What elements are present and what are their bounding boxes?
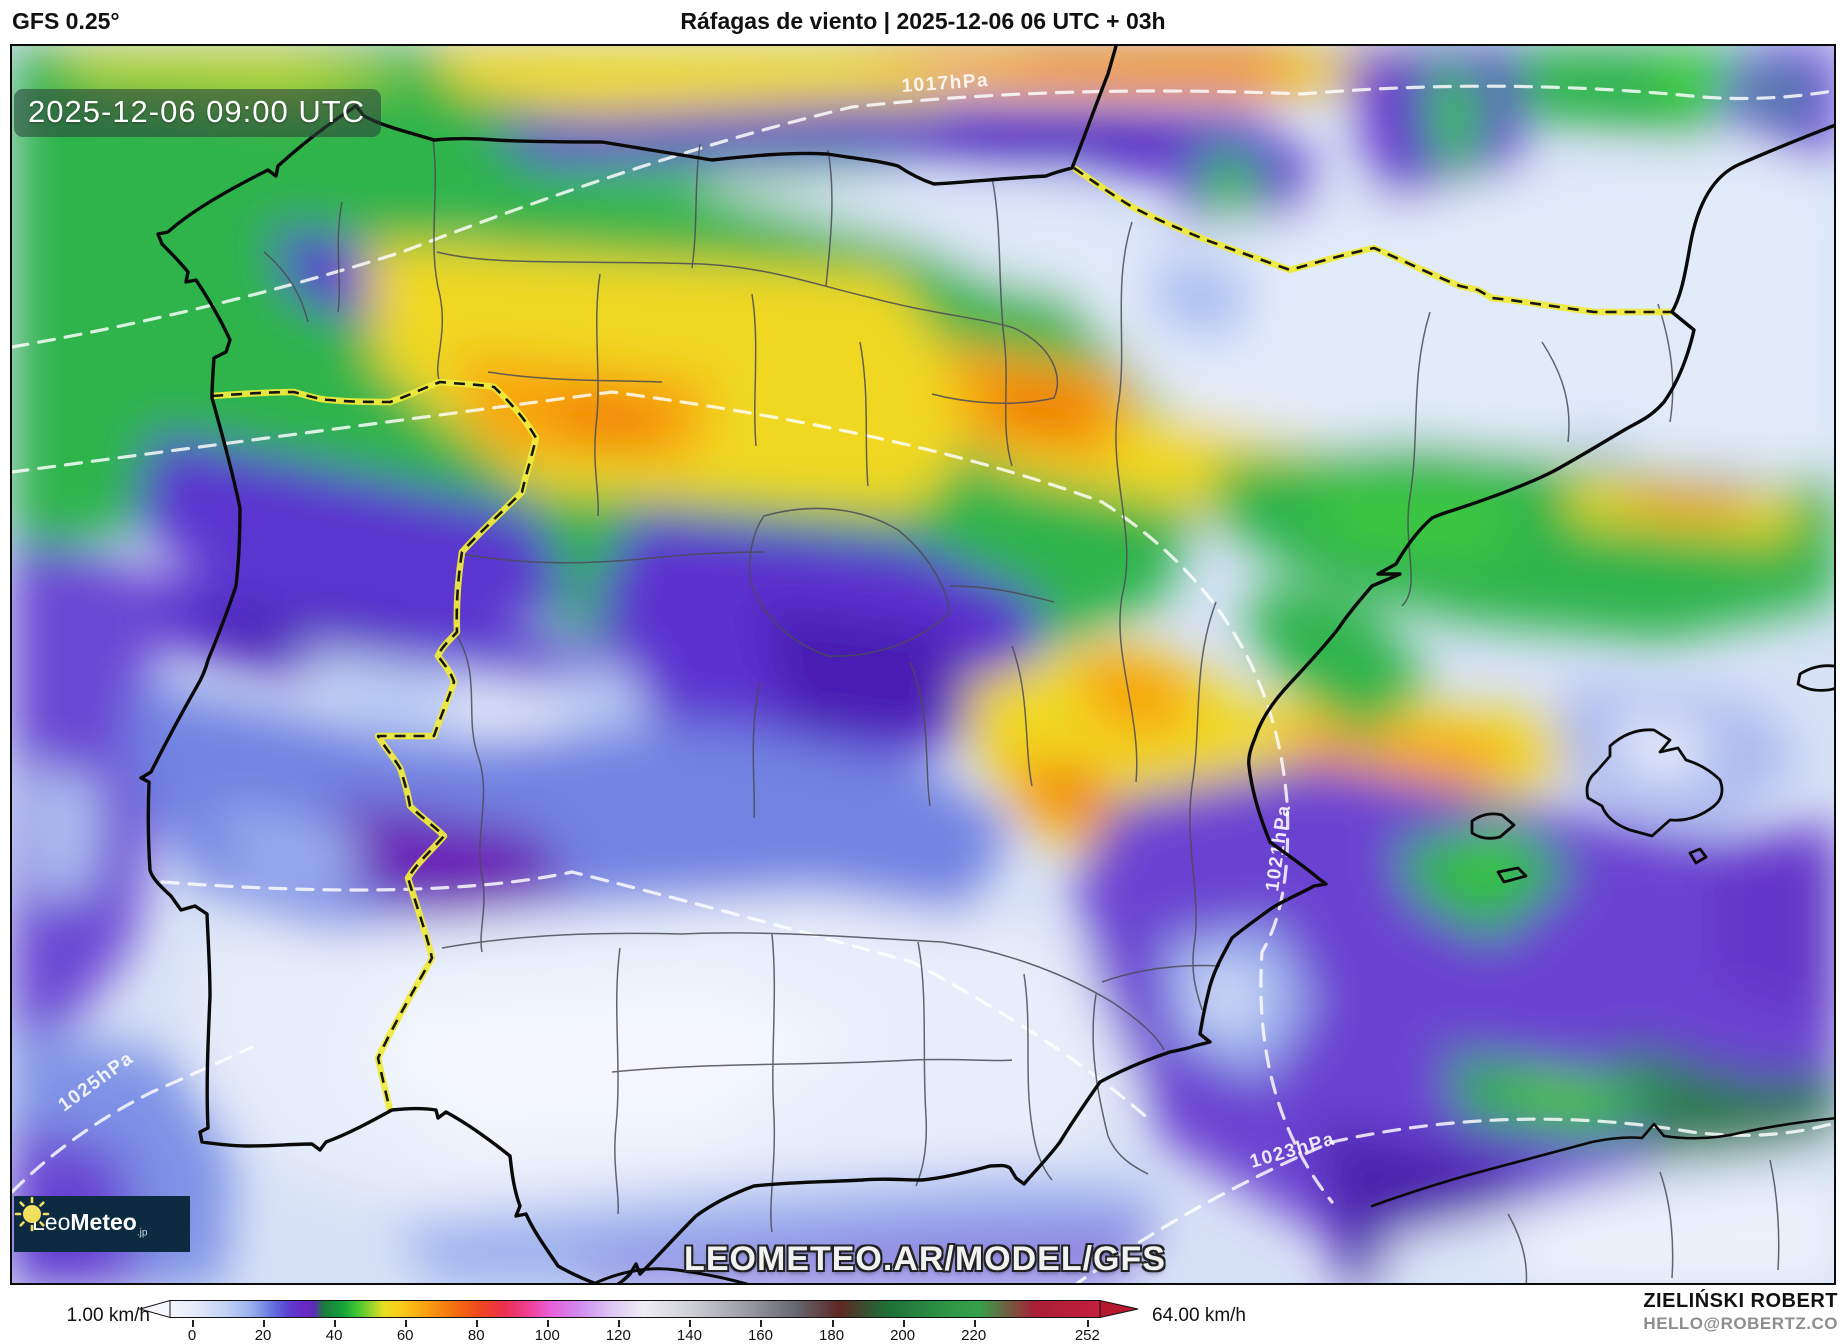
legend-min-label: 1.00 km/h bbox=[66, 1305, 150, 1326]
legend-tick-mark bbox=[760, 1320, 763, 1327]
legend-tick-mark bbox=[476, 1320, 479, 1327]
legend-tick-mark bbox=[405, 1320, 408, 1327]
legend-tick-mark bbox=[547, 1320, 550, 1327]
legend-tick-label: 180 bbox=[819, 1327, 845, 1344]
legend-tick-label: 60 bbox=[396, 1327, 414, 1344]
header-bar: GFS 0.25° Ráfagas de viento | 2025-12-06… bbox=[0, 0, 1846, 44]
legend-tick-label: 80 bbox=[467, 1327, 485, 1344]
isobar-lines bbox=[12, 84, 1834, 1283]
legend-tick-mark bbox=[1087, 1320, 1090, 1327]
legend-tick-mark bbox=[689, 1320, 692, 1327]
legend-tick-mark bbox=[831, 1320, 834, 1327]
sun-icon bbox=[14, 1196, 50, 1232]
legend-tick-mark bbox=[902, 1320, 905, 1327]
credit-email: HELLO@ROBERTZ.CO bbox=[1643, 1314, 1838, 1333]
model-label: GFS 0.25° bbox=[12, 8, 120, 34]
legend-tick-label: 20 bbox=[254, 1327, 272, 1344]
legend-tick-mark bbox=[973, 1320, 976, 1327]
logo-wordmark: LeoMeteo.jp bbox=[32, 1209, 148, 1239]
weather-map: 1017hPa 1021hPa 1023hPa 1025hPa bbox=[10, 44, 1836, 1285]
legend-tick-label: 40 bbox=[325, 1327, 343, 1344]
legend-tick-label: 0 bbox=[187, 1327, 197, 1344]
legend-tick-mark bbox=[263, 1320, 266, 1327]
legend-max-label: 64.00 km/h bbox=[1152, 1305, 1246, 1326]
legend-tick-label: 120 bbox=[605, 1327, 631, 1344]
legend-tick-mark bbox=[192, 1320, 194, 1327]
legend-tick-mark bbox=[618, 1320, 621, 1327]
legend-colorbar bbox=[138, 1299, 1139, 1319]
balearic-islands bbox=[1470, 664, 1834, 884]
legend-tick-label: 100 bbox=[534, 1327, 560, 1344]
gust-color-field bbox=[12, 46, 1834, 1283]
page-title: Ráfagas de viento | 2025-12-06 06 UTC + … bbox=[680, 8, 1166, 34]
watermark-text: LEOMETEO.AR/MODEL/GFS bbox=[684, 1240, 1166, 1278]
legend-tick-mark bbox=[334, 1320, 337, 1327]
province-borders bbox=[263, 138, 1780, 1283]
legend-tick-label: 252 bbox=[1074, 1327, 1100, 1344]
legend-tick-label: 160 bbox=[747, 1327, 773, 1344]
timestamp-text: 2025-12-06 09:00 UTC bbox=[28, 94, 366, 129]
legend-tick-label: 220 bbox=[961, 1327, 987, 1344]
leometeo-logo: LeoMeteo.jp bbox=[14, 1196, 190, 1252]
credit-name: ZIELIŃSKI ROBERT bbox=[1643, 1290, 1838, 1312]
legend-tick-label: 200 bbox=[890, 1327, 916, 1344]
legend-tick-label: 140 bbox=[676, 1327, 702, 1344]
timestamp-overlay: 2025-12-06 09:00 UTC bbox=[14, 89, 382, 137]
